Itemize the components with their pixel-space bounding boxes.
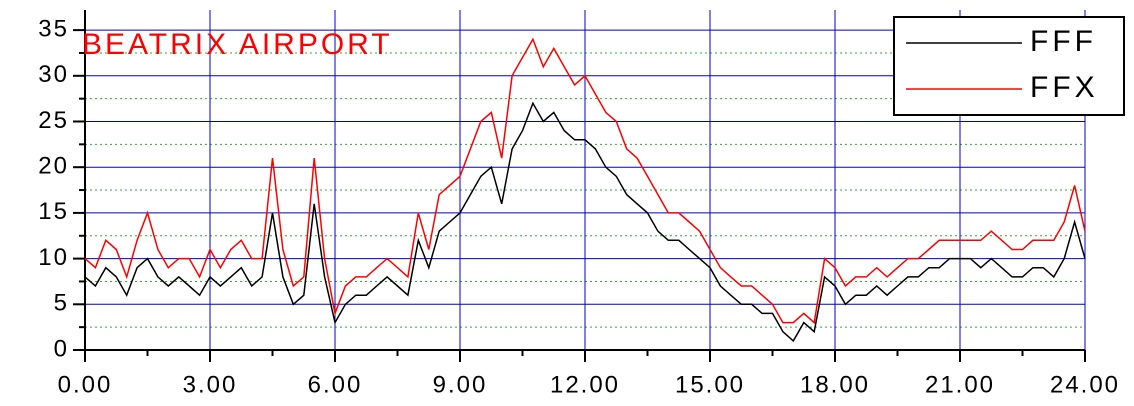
y-tick-label: 10 (38, 244, 69, 271)
x-tick-label: 15.00 (675, 371, 745, 398)
data-line (84, 37, 1086, 325)
legend-label: FFX (1030, 71, 1099, 104)
y-tick-label: 0 (54, 335, 69, 362)
x-tick-label: 21.00 (925, 371, 995, 398)
y-tick-label: 15 (38, 198, 69, 225)
x-tick-label: 6.00 (308, 371, 363, 398)
legend-box (893, 16, 1125, 116)
x-tick-label: 9.00 (433, 371, 488, 398)
x-tick-label: 0.00 (58, 371, 113, 398)
y-tick-label: 20 (38, 153, 69, 180)
legend-label: FFF (1030, 25, 1097, 58)
y-tick-label: 30 (38, 61, 69, 88)
x-tick-label: 18.00 (800, 371, 870, 398)
x-tick-label: 24.00 (1050, 371, 1120, 398)
x-tick-label: 12.00 (550, 371, 620, 398)
data-line (84, 101, 1086, 343)
y-tick-label: 5 (54, 290, 69, 317)
x-tick-label: 3.00 (183, 371, 238, 398)
y-tick-label: 25 (38, 107, 69, 134)
chart-title: BEATRIX AIRPORT (82, 28, 393, 61)
y-tick-label: 35 (38, 15, 69, 42)
